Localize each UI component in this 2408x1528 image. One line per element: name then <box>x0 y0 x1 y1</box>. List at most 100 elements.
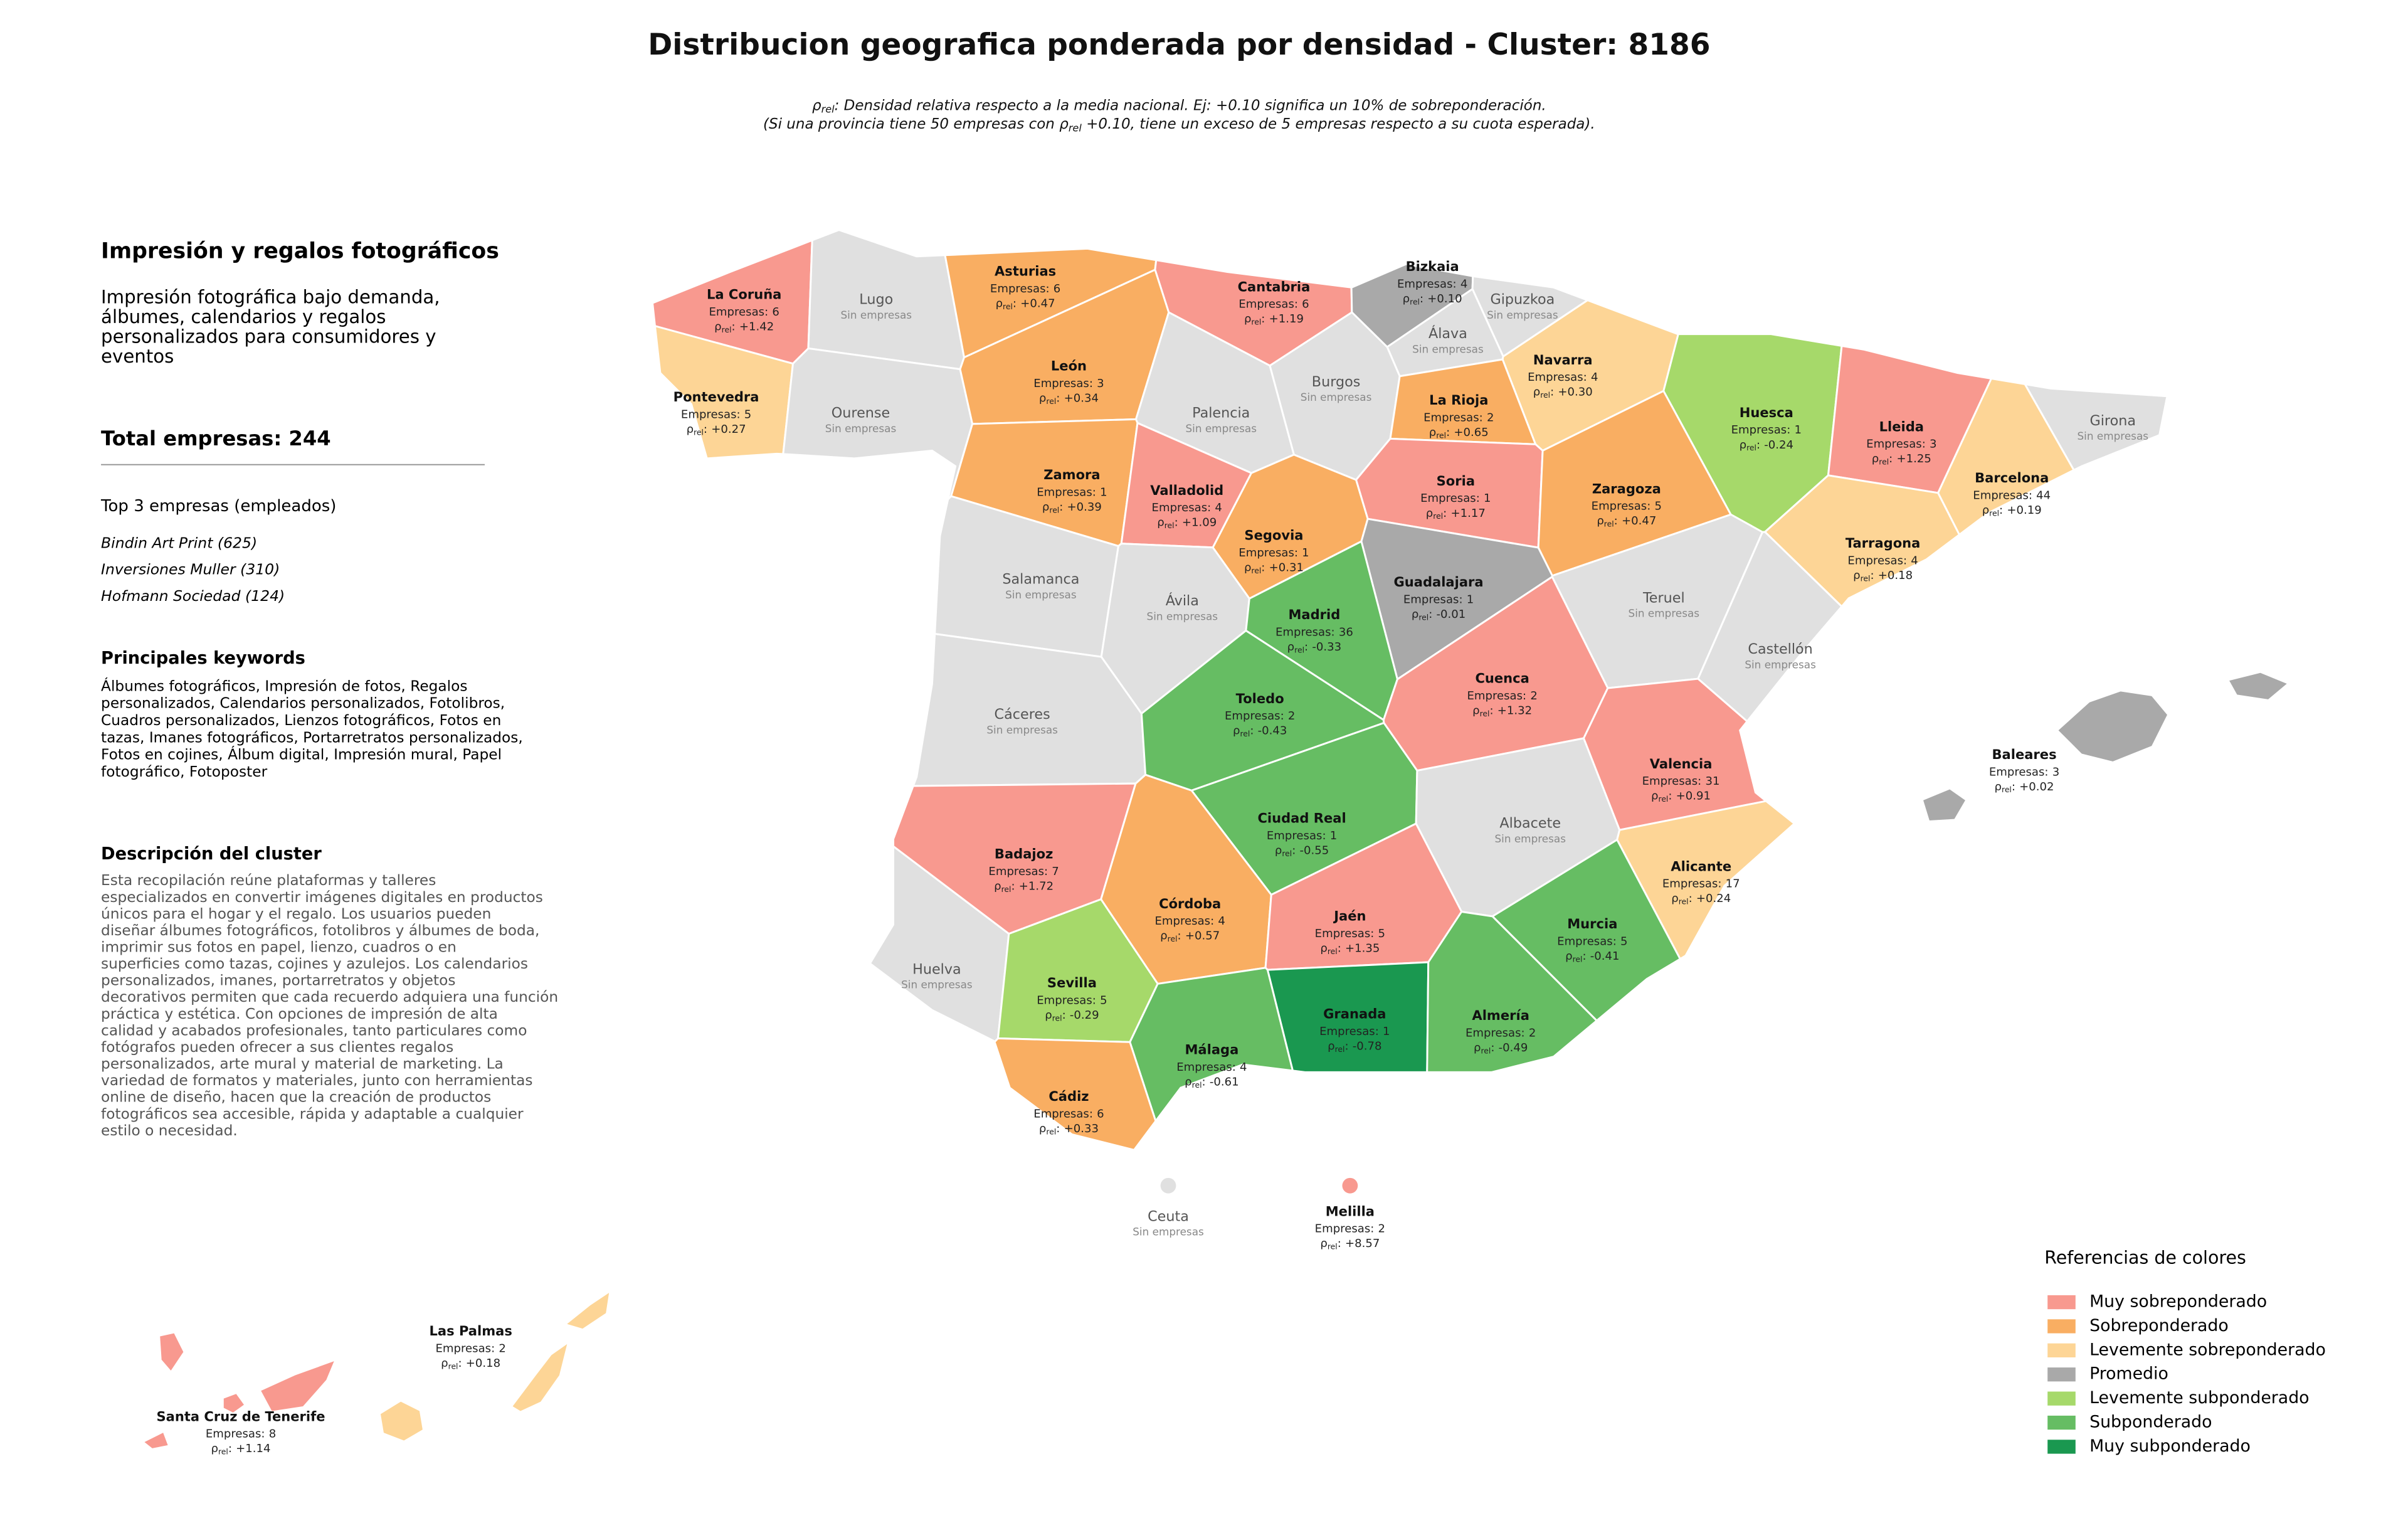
province-name: Toledo <box>1236 691 1284 706</box>
companies-label: Empresas: <box>1315 927 1375 940</box>
province <box>2058 691 2167 761</box>
province-name: Granada <box>1323 1006 1386 1022</box>
province-rho: ρrel: -0.78 <box>1328 1040 1381 1054</box>
province-name: Huesca <box>1740 405 1793 420</box>
rho-colon: : <box>1056 391 1060 405</box>
rho-symbol: ρ <box>1185 1075 1191 1088</box>
rho-value: -0.61 <box>1210 1075 1239 1088</box>
province-companies: Empresas: 5 <box>1037 994 1107 1007</box>
companies-value: 44 <box>2036 489 2051 502</box>
province-rho: ρrel: +1.42 <box>714 320 774 334</box>
companies-value: 2 <box>1288 709 1296 723</box>
companies-value: 6 <box>1302 298 1309 311</box>
rho-sub: rel <box>722 325 732 334</box>
province-companies: Empresas: 4 <box>1847 554 1918 567</box>
rho-value: +0.18 <box>466 1357 500 1370</box>
rho-symbol: ρ <box>996 297 1003 310</box>
no-companies: Sin empresas <box>1745 658 1816 671</box>
province-rho: ρrel: +0.39 <box>1042 501 1102 514</box>
rho-symbol: ρ <box>1426 507 1433 520</box>
rho-sub: rel <box>1001 884 1011 893</box>
companies-value: 6 <box>772 305 779 319</box>
province <box>653 324 795 460</box>
keywords: Álbumes fotográficos, Impresión de fotos… <box>101 677 467 694</box>
no-companies: Sin empresas <box>901 979 973 991</box>
legend-swatch <box>2047 1415 2076 1430</box>
companies-label: Empresas: <box>1423 411 1483 424</box>
rho-colon: : <box>1175 516 1178 529</box>
rho-colon: : <box>1304 640 1308 654</box>
province <box>223 1394 244 1413</box>
companies-value: 4 <box>1911 554 1918 567</box>
rho-value: +0.39 <box>1067 501 1102 514</box>
province-companies: Empresas: 6 <box>709 305 779 319</box>
map-texts: Distribucion geografica ponderada por de… <box>100 28 2326 1456</box>
rho-sub: rel <box>1164 521 1175 530</box>
rho-sub: rel <box>1003 302 1013 310</box>
companies-value: 5 <box>1378 927 1386 940</box>
companies-label: Empresas: <box>1152 501 1212 514</box>
companies-label: Empresas: <box>1557 935 1617 948</box>
companies-label: Empresas: <box>1465 1026 1525 1039</box>
rho-sub: rel <box>1251 566 1261 575</box>
companies-label: Empresas: <box>1731 423 1791 437</box>
rho-sub: rel <box>448 1362 458 1371</box>
province-companies: Empresas: 8 <box>206 1428 276 1441</box>
cluster-description: personalizados, imanes, portarretratos y… <box>101 972 455 989</box>
rho-sub: rel <box>1433 512 1443 521</box>
rho-symbol: ρ <box>714 320 721 333</box>
rho-colon: : <box>1668 790 1672 803</box>
keywords-heading: Principales keywords <box>101 649 305 668</box>
province-rho: ρrel: +0.10 <box>1403 292 1462 306</box>
rho-symbol: ρ <box>1039 391 1046 405</box>
companies-label: Empresas: <box>1866 438 1926 451</box>
companies-value: 4 <box>1215 501 1222 514</box>
keywords: tazas, Imanes fotográficos, Portarretrat… <box>101 729 523 746</box>
province-companies: Empresas: 2 <box>1315 1223 1385 1236</box>
companies-value: 4 <box>1218 915 1225 928</box>
companies-label: Empresas: <box>1847 554 1907 567</box>
province-rho: ρrel: +1.32 <box>1472 704 1532 718</box>
rho-sub: rel <box>1861 574 1871 583</box>
province-name: Navarra <box>1533 352 1593 368</box>
cluster-description: decorativos permiten que cada recuerdo a… <box>101 989 558 1005</box>
rho-colon: : <box>1344 1040 1348 1053</box>
province-companies: Empresas: 2 <box>435 1342 505 1355</box>
rho-colon: : <box>1261 561 1265 574</box>
province-rho: ρrel: +0.19 <box>1982 504 2042 517</box>
subtitle: ρrel: Densidad relativa respecto a la me… <box>812 97 1546 115</box>
province-rho: ρrel: +0.57 <box>1160 930 1220 943</box>
rho-colon: : <box>1582 950 1586 963</box>
companies-value: 4 <box>1591 371 1598 384</box>
rho-value: +0.65 <box>1454 426 1488 439</box>
province <box>1616 800 1796 960</box>
rho-sub: rel <box>218 1447 228 1456</box>
companies-label: Empresas: <box>1397 277 1457 290</box>
province-name: Cáceres <box>995 706 1050 723</box>
legend-swatch <box>2047 1367 2076 1382</box>
province-name: Girona <box>2089 413 2136 429</box>
rho-sub: rel <box>1659 795 1669 804</box>
rho-value: +0.47 <box>1020 297 1055 310</box>
province-name: Asturias <box>995 263 1056 279</box>
province-rho: ρrel: +0.33 <box>1039 1122 1099 1136</box>
rho-sub: rel <box>1046 396 1056 405</box>
rho-value: -0.29 <box>1070 1009 1099 1022</box>
companies-value: 1 <box>1484 492 1491 505</box>
rho-symbol: ρ <box>1157 516 1164 529</box>
rho-symbol: ρ <box>1233 724 1240 738</box>
companies-label: Empresas: <box>1033 377 1093 390</box>
province-name: Soria <box>1437 473 1475 489</box>
companies-label: Empresas: <box>1225 709 1284 723</box>
companies-label: Empresas: <box>990 282 1050 295</box>
province-rho: ρrel: +0.31 <box>1244 561 1304 575</box>
cluster-description: fotógrafos pueden ofrecer a sus clientes… <box>101 1039 453 1056</box>
companies-label: Empresas: <box>1267 829 1326 842</box>
companies-value: 8 <box>269 1428 277 1441</box>
province-name: Segovia <box>1244 528 1303 543</box>
rho-colon: : <box>1889 452 1893 465</box>
companies-label: Empresas: <box>681 408 741 421</box>
rho-symbol: ρ <box>1320 942 1327 955</box>
subtitle-part: ρ <box>812 97 821 114</box>
top-company: Hofmann Sociedad (124) <box>101 587 285 605</box>
